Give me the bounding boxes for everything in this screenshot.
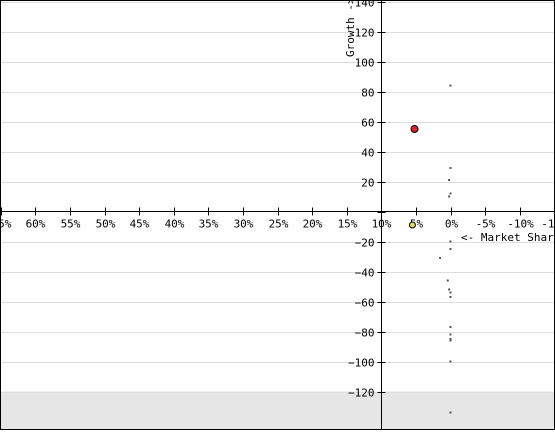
data-point [448,195,451,198]
data-point [449,360,452,363]
x-tick-label: 35% [199,218,219,231]
shaded-band-layer [0,391,555,430]
x-tick-label: 25% [269,218,289,231]
data-point [449,338,452,340]
data-point [449,192,452,195]
y-tick-label: −120 [348,387,375,400]
y-tick-label: −40 [355,267,375,280]
data-point [449,339,452,342]
x-tick-label: -5% [476,218,496,231]
y-tick-label: 60 [361,117,374,130]
y-tick-label: 40 [361,147,374,160]
y-tick-label: −80 [355,327,375,340]
x-axis-label: <- Market Share [461,231,555,244]
x-tick-label: 30% [234,218,254,231]
y-tick-label: 100 [355,57,375,70]
x-tick-label: -15% [541,218,555,231]
x-tick-label: 65% [0,218,12,231]
y-tick-label: −60 [355,297,375,310]
data-point [449,240,452,243]
shaded-band [0,391,555,430]
x-tick-label: 60% [26,218,46,231]
data-point [449,291,452,294]
y-tick-label: 140 [355,0,375,10]
data-point-highlight [410,125,419,133]
data-point [449,84,452,87]
x-tick-label: 40% [165,218,185,231]
y-tick-label: 120 [355,27,375,40]
x-tick-label: -10% [507,218,534,231]
x-tick-label: 50% [96,218,116,231]
x-tick-label: 0% [445,218,459,231]
x-tick-label: 20% [303,218,323,231]
data-point-secondary [408,221,416,229]
x-tick-label: 45% [130,218,150,231]
x-tick-label: 15% [338,218,358,231]
y-tick-label: −20 [355,237,375,250]
data-point [449,411,452,414]
point-layer [408,84,452,414]
data-point [449,167,452,169]
y-axis-label: Growth -> [344,0,357,57]
data-point [448,179,451,181]
data-point [439,257,442,259]
data-point [449,296,452,298]
data-point [449,248,452,250]
x-tick-label: 55% [61,218,81,231]
grid-layer [0,2,555,393]
data-point [449,333,452,336]
tick-layer: 65%60%55%50%45%40%35%30%25%20%15%10%5%0%… [0,0,555,400]
y-tick-label: 80 [361,87,374,100]
data-point [448,288,451,291]
y-tick-label: 20 [361,177,374,190]
data-point [446,279,449,282]
y-tick-label: −100 [348,357,375,370]
x-tick-label: 10% [372,218,392,231]
data-point [449,326,452,328]
